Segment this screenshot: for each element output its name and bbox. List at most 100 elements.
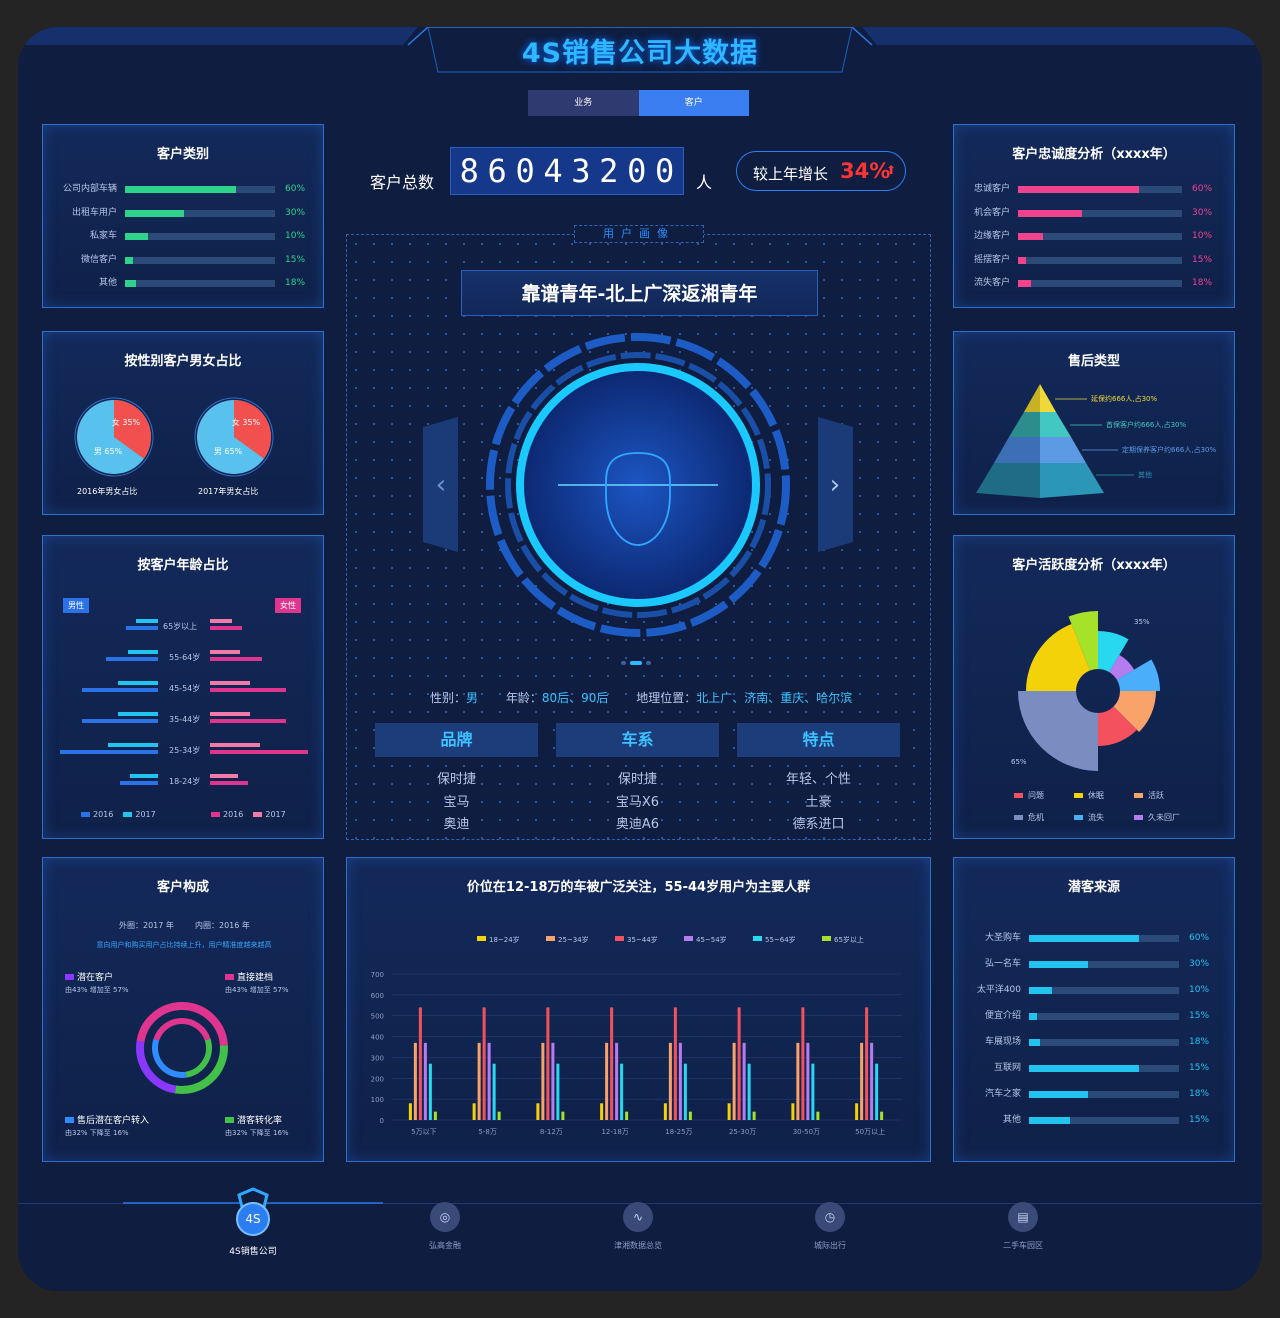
data-overview-icon[interactable]: ∿	[623, 1202, 653, 1232]
intercity-travel-icon[interactable]: ◷	[815, 1202, 845, 1232]
chevron-left-icon[interactable]: ‹	[436, 470, 446, 500]
category-item: 保时捷	[436, 772, 476, 787]
female-2016-bar	[210, 719, 286, 723]
nav-item-1[interactable]: ◎ 弘高金融	[385, 1202, 505, 1251]
age-group-label: 35-44岁	[169, 715, 201, 724]
bar-track	[125, 233, 275, 240]
page-title: 4S销售公司大数据	[521, 38, 759, 69]
inner-ring-segment	[153, 1018, 211, 1041]
bar	[880, 1111, 884, 1120]
bar-track	[1029, 1091, 1179, 1098]
bar	[811, 1063, 815, 1120]
panel-title: 客户类别	[156, 147, 209, 162]
age-legend-male: 2016 2017	[81, 810, 156, 819]
panel-title: 客户构成	[156, 880, 209, 895]
tab-customer[interactable]: 客户	[638, 90, 749, 116]
bar	[870, 1042, 874, 1120]
nav-item-2[interactable]: ∿ 津湘数据总览	[578, 1202, 698, 1251]
nav-label[interactable]: 津湘数据总览	[614, 1241, 662, 1250]
nav-label[interactable]: 二手车园区	[1003, 1241, 1043, 1250]
4s-logo-icon[interactable]: 4S	[236, 1202, 270, 1236]
female-2017-bar	[210, 650, 240, 654]
prev-arrow-bg[interactable]	[423, 417, 458, 552]
next-arrow-bg[interactable]	[818, 417, 853, 552]
nav-item-0[interactable]: 4S 4S销售公司	[193, 1202, 313, 1257]
customer-type-panel: 客户类别 公司内部车辆 60% 出租车用户 30% 私家车 10% 微信客户 15% 其他 18%	[42, 124, 324, 308]
tab-business[interactable]: 业务	[528, 90, 639, 116]
nav-label[interactable]: 城际出行	[814, 1241, 846, 1250]
y-tick-label: 400	[371, 1034, 384, 1042]
portrait-attributes: 性别：男 年龄：80后、90后 地理位置：北上广、济南、重庆、哈尔滨	[430, 691, 853, 705]
age-panel: 按客户年龄占比 男性 女性 65岁以上 55-64岁 45-54岁 35-44岁 25-…	[42, 535, 324, 839]
bar-track	[1029, 961, 1179, 968]
male-tag: 男性	[63, 598, 89, 613]
female-2016-bar	[210, 750, 308, 754]
bar-percent: 30%	[285, 207, 306, 218]
header: 4S销售公司大数据	[18, 27, 1262, 97]
legend-swatch	[477, 936, 486, 941]
nav-label[interactable]: 4S销售公司	[229, 1247, 277, 1257]
category-item: 宝马	[443, 794, 470, 810]
rose-petal	[1068, 611, 1098, 671]
rose-petal	[1098, 631, 1129, 673]
bar-percent: 15%	[1189, 1115, 1210, 1125]
gender-panel: 按性别客户男女占比 女 35% 男 65% 女 35% 男 65% 2016年男女占比…	[42, 331, 324, 515]
bar-label: 边缘客户	[973, 231, 1010, 241]
counter-digit: 0	[515, 152, 535, 190]
bar	[683, 1063, 687, 1120]
bar-label: 其他	[98, 278, 117, 288]
bar	[620, 1063, 624, 1120]
nav-item-4[interactable]: ▤ 二手车园区	[963, 1202, 1083, 1251]
finance-icon[interactable]: ◎	[430, 1202, 460, 1232]
bar-label: 出租车用户	[71, 207, 117, 218]
bar-track	[125, 209, 275, 217]
rose-petal	[1098, 706, 1137, 746]
growth-label: 较上年增长	[753, 165, 829, 183]
pyramid-label: 定期保养客户约666人,占30%	[1122, 446, 1217, 454]
bar	[551, 1042, 555, 1120]
female-2017-bar	[210, 681, 250, 685]
category-head: 特点	[737, 723, 900, 757]
female-tag: 女性	[275, 598, 301, 613]
used-car-icon[interactable]: ▤	[1008, 1202, 1038, 1232]
arrow-up-icon: ⬆	[886, 163, 897, 177]
panel-title: 客户忠诚度分析（xxxx年）	[1012, 147, 1176, 162]
composition-legend-item: 直接建档 由43% 增加至 57%	[225, 973, 289, 994]
female-2016-bar	[210, 626, 242, 630]
bar-fill	[125, 233, 148, 240]
category-item: 奥迪	[443, 817, 470, 832]
panel-title: 按性别客户男女占比	[124, 354, 242, 369]
bar	[673, 1007, 677, 1120]
rose-legend-item: 危机	[1014, 812, 1044, 823]
legend-item: 2017	[123, 810, 156, 819]
legend-swatch	[65, 1117, 74, 1123]
bar-label: 车展现场	[984, 1037, 1021, 1047]
bar-percent: 10%	[285, 231, 306, 241]
bar	[561, 1111, 565, 1120]
bar-label: 私家车	[89, 231, 117, 241]
chevron-right-icon[interactable]: ›	[830, 470, 840, 500]
nav-label[interactable]: 弘高金融	[429, 1241, 461, 1250]
bar	[615, 1042, 619, 1120]
legend-swatch	[225, 974, 234, 980]
bar-label: 摇摆客户	[973, 254, 1010, 265]
bar-label: 微信客户	[80, 254, 117, 265]
male-2016-bar	[60, 750, 158, 754]
bar-track	[1018, 186, 1182, 193]
composition-rings	[136, 1002, 228, 1094]
legend-swatch	[65, 974, 74, 980]
nav-item-3[interactable]: ◷ 城际出行	[770, 1202, 890, 1251]
counter-digit: 3	[571, 152, 591, 190]
bar	[433, 1111, 437, 1120]
rose-petal	[1116, 659, 1160, 691]
bar-percent: 18%	[1192, 278, 1213, 288]
bar-fill	[1018, 186, 1140, 193]
female-2016-bar	[210, 781, 248, 785]
bar	[737, 1007, 741, 1120]
loyalty-panel: 客户忠诚度分析（xxxx年） 忠诚客户 60% 机会客户 30% 边缘客户 10% 摇摆客户…	[953, 124, 1235, 308]
female-2017-bar	[210, 619, 232, 623]
male-2016-bar	[106, 657, 158, 661]
sources-panel: 潜客来源 大圣购车 60% 弘一名车 30% 太平洋400 10% 便宜介绍 15% 车展现场 1…	[953, 857, 1235, 1162]
male-2016-bar	[120, 781, 158, 785]
legend-item: 2017	[253, 810, 286, 819]
